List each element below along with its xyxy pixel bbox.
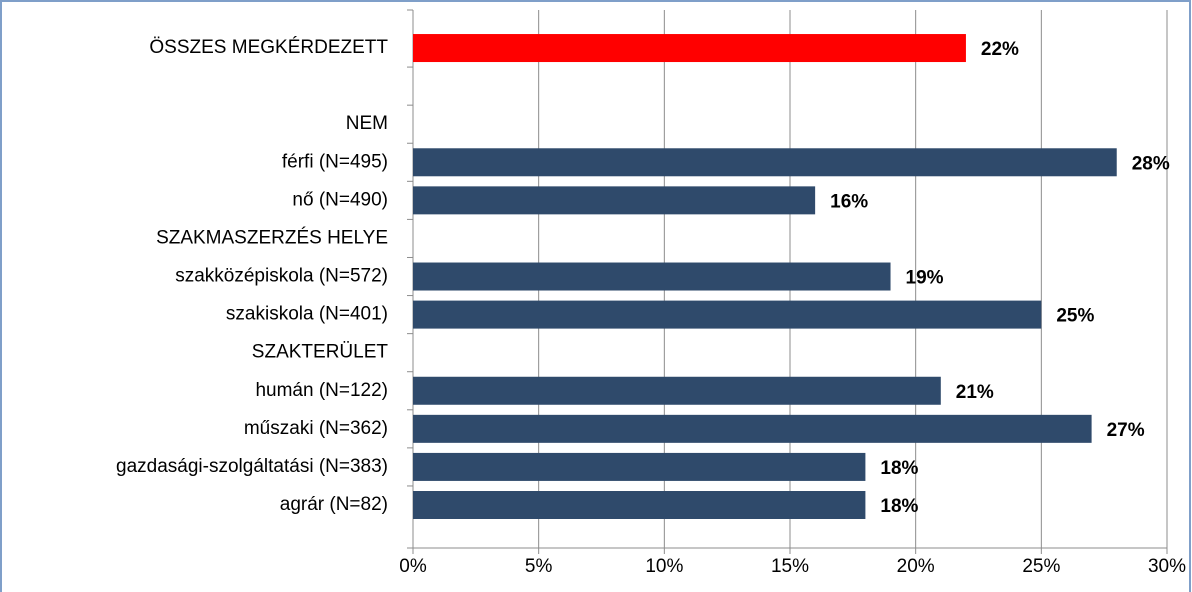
y-tick-label: nő (N=490) [292,189,388,210]
bar [413,376,941,405]
y-tick-label: szakközépiskola (N=572) [175,266,388,287]
value-label: 18% [880,458,918,479]
y-tick-label: műszaki (N=362) [244,418,388,439]
x-tick-label: 0% [399,556,427,577]
y-tick-label: NEM [346,113,388,134]
bar [413,300,1042,329]
bar [413,414,1092,443]
value-label: 22% [981,39,1019,60]
y-tick-label: SZAKMASZERZÉS HELYE [156,227,388,248]
bar [413,452,866,481]
x-tick-label: 5% [525,556,553,577]
x-tick-label: 20% [897,556,935,577]
y-tick-label: szakiskola (N=401) [226,304,388,325]
value-label: 18% [880,496,918,517]
y-tick-label: ÖSSZES MEGKÉRDEZETT [149,37,388,58]
value-label: 21% [956,382,994,403]
bar [413,491,866,519]
y-tick-label: agrár (N=82) [280,494,388,515]
y-tick-label: SZAKTERÜLET [252,342,389,363]
y-tick-label: gazdasági-szolgáltatási (N=383) [116,456,388,477]
bar [413,262,891,291]
x-tick-label: 30% [1148,556,1186,577]
value-label: 28% [1132,153,1170,174]
x-tick-label: 15% [771,556,809,577]
x-tick-label: 10% [645,556,683,577]
y-tick-label: férfi (N=495) [282,151,388,172]
bar [413,34,966,63]
value-label: 19% [906,268,944,289]
bar [413,186,816,215]
value-label: 25% [1056,306,1094,327]
bar [413,148,1117,177]
y-tick-label: humán (N=122) [255,380,388,401]
value-label: 27% [1107,420,1145,441]
value-label: 16% [830,191,868,212]
x-tick-label: 25% [1022,556,1060,577]
